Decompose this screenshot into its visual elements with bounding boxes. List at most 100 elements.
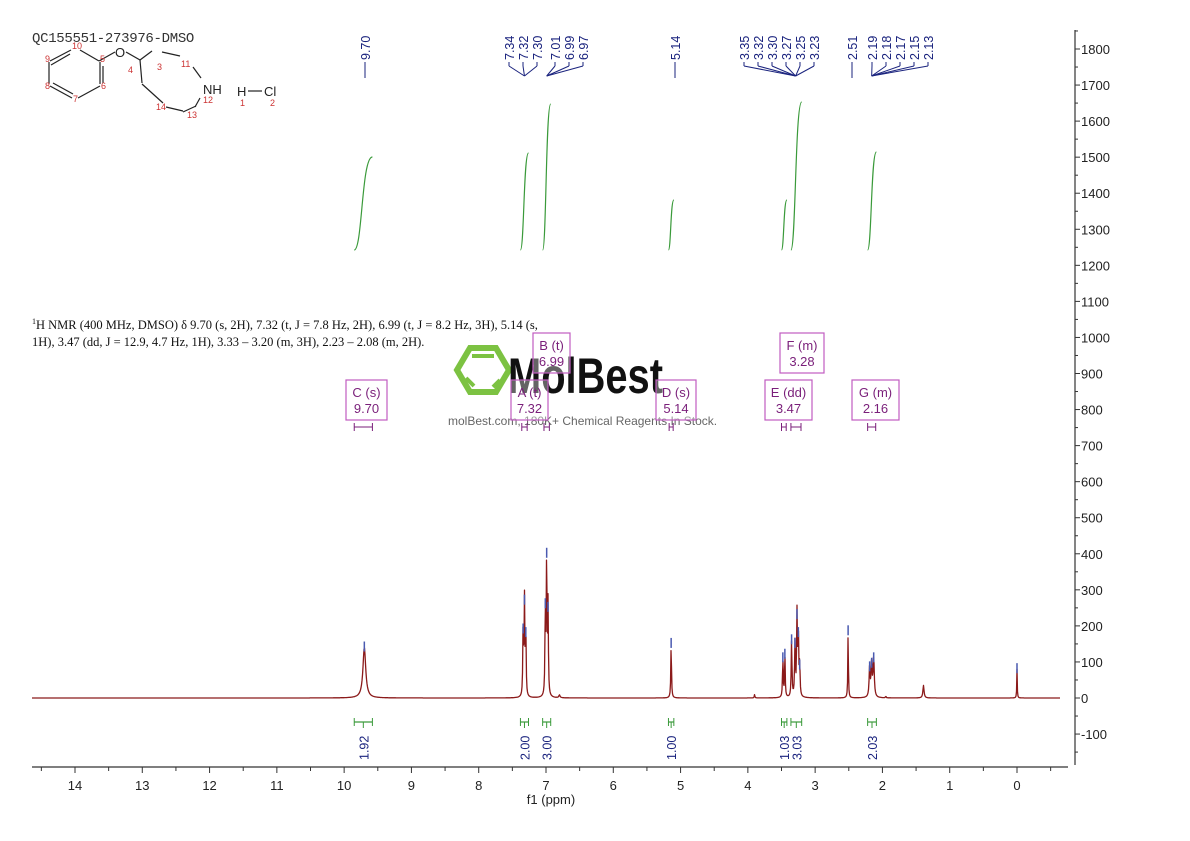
svg-text:9.70: 9.70 <box>354 401 379 416</box>
svg-text:3.30: 3.30 <box>766 36 780 60</box>
svg-text:2.51: 2.51 <box>846 36 860 60</box>
atom-oxygen: O <box>115 45 125 60</box>
integral-curve <box>780 199 788 251</box>
svg-text:2.00: 2.00 <box>518 736 532 760</box>
svg-text:7.32: 7.32 <box>517 401 542 416</box>
multiplet-range-bracket <box>867 423 877 431</box>
x-tick-label: 7 <box>542 778 549 793</box>
atom-label-9: 9 <box>45 54 50 64</box>
atom-label-14: 14 <box>156 102 166 112</box>
peak-label: 3.35 <box>738 36 796 77</box>
multiplet-range-bracket <box>790 423 802 431</box>
svg-text:6.97: 6.97 <box>577 36 591 60</box>
atom-label-4: 4 <box>128 65 133 75</box>
svg-text:5.14: 5.14 <box>663 401 688 416</box>
multiplet-box: A (t)7.32 <box>510 379 549 421</box>
peak-label: 2.51 <box>846 36 860 78</box>
x-tick-label: 1 <box>946 778 953 793</box>
x-tick-label: 10 <box>337 778 351 793</box>
x-tick-label: 3 <box>812 778 819 793</box>
integral-value-label: 2.03 <box>866 718 880 760</box>
atom-label-7: 7 <box>73 94 78 104</box>
svg-text:2.16: 2.16 <box>863 401 888 416</box>
structure-ring-bonds <box>141 51 197 113</box>
atom-label-8: 8 <box>45 81 50 91</box>
x-tick-label: 11 <box>270 778 284 793</box>
y-tick-label: 300 <box>1081 583 1103 598</box>
y-tick-label: 1000 <box>1081 330 1110 345</box>
multiplet-box: B (t)6.99 <box>532 332 571 374</box>
integral-value-label: 1.03 <box>778 718 792 760</box>
x-tick-label: 8 <box>475 778 482 793</box>
integral-curves <box>353 101 877 251</box>
multiplet-box: E (dd)3.47 <box>764 379 813 421</box>
multiplet-boxes: C (s)9.70 B (t)6.99 A (t)7.32 D (s)5.14 F (m… <box>345 332 900 431</box>
svg-text:7.34: 7.34 <box>503 36 517 60</box>
multiplet-range-bracket <box>521 423 528 431</box>
svg-text:3.32: 3.32 <box>752 36 766 60</box>
molbest-watermark: MolBest molBest.com, 180K+ Chemical Reag… <box>448 345 717 428</box>
svg-text:C (s): C (s) <box>352 385 380 400</box>
molbest-tagline: molBest.com, 180K+ Chemical Reagents In … <box>448 414 717 428</box>
multiplet-range-bracket <box>668 423 674 431</box>
integral-curve <box>667 199 675 251</box>
atom-label-2: 2 <box>270 98 275 108</box>
multiplet-box: C (s)9.70 <box>345 379 388 421</box>
nmr-description-line1: H NMR (400 MHz, DMSO) δ 9.70 (s, 2H), 7.… <box>36 318 538 333</box>
svg-text:B (t): B (t) <box>539 338 564 353</box>
y-tick-label: 1200 <box>1081 258 1110 273</box>
y-tick-label: 700 <box>1081 439 1103 454</box>
svg-text:2.18: 2.18 <box>880 36 894 60</box>
y-tick-label: 1500 <box>1081 150 1110 165</box>
integral-value-label: 1.00 <box>665 718 679 760</box>
svg-text:2.17: 2.17 <box>894 36 908 60</box>
nmr-isotope-superscript: 1 <box>32 317 36 326</box>
y-tick-label: 200 <box>1081 619 1103 634</box>
x-tick-label: 2 <box>879 778 886 793</box>
svg-text:3.03: 3.03 <box>790 736 804 760</box>
peak-label: 3.32 <box>752 36 796 77</box>
molbest-brand-text: MolBest <box>508 348 663 404</box>
multiplet-range-bracket <box>781 423 787 431</box>
peak-label: 3.30 <box>766 36 796 77</box>
svg-text:1.00: 1.00 <box>665 736 679 760</box>
peak-label: 7.30 <box>524 36 545 77</box>
peak-label: 2.17 <box>871 36 908 77</box>
nmr-description-line2: 1H), 3.47 (dd, J = 12.9, 4.7 Hz, 1H), 3.… <box>32 335 425 350</box>
svg-text:3.00: 3.00 <box>541 736 555 760</box>
integral-curve <box>867 151 877 251</box>
peak-label: 7.01 <box>546 36 563 77</box>
svg-text:9.70: 9.70 <box>359 36 373 60</box>
y-tick-label: 400 <box>1081 547 1103 562</box>
peak-label: 7.34 <box>503 36 525 77</box>
svg-text:3.47: 3.47 <box>776 401 801 416</box>
atom-label-11: 11 <box>181 59 190 69</box>
svg-text:7.30: 7.30 <box>531 36 545 60</box>
svg-text:2.19: 2.19 <box>866 36 880 60</box>
x-tick-label: 13 <box>135 778 149 793</box>
svg-text:6.99: 6.99 <box>563 36 577 60</box>
svg-text:D (s): D (s) <box>662 385 690 400</box>
peak-label: 9.70 <box>359 36 373 78</box>
atom-chlorine: Cl <box>264 84 276 99</box>
integral-value-label: 2.00 <box>518 718 532 760</box>
svg-text:3.23: 3.23 <box>808 36 822 60</box>
atom-label-10: 10 <box>72 41 82 51</box>
spectrum-line <box>31 559 1061 699</box>
integral-values: 1.92 2.00 3.00 1.00 1.033.03 2.03 <box>353 718 880 760</box>
integral-value-label: 1.92 <box>353 718 373 760</box>
svg-text:G (m): G (m) <box>859 385 892 400</box>
sample-id: QC155551-273976-DMSO <box>32 31 195 47</box>
svg-text:1.92: 1.92 <box>357 736 371 760</box>
x-tick-label: 9 <box>408 778 415 793</box>
peak-label: 3.23 <box>795 36 822 77</box>
atom-label-1: 1 <box>240 98 245 108</box>
y-tick-label: 1700 <box>1081 78 1110 93</box>
svg-text:F (m): F (m) <box>786 338 817 353</box>
y-tick-label: 800 <box>1081 403 1103 418</box>
svg-text:3.25: 3.25 <box>794 36 808 60</box>
y-tick-label: 0 <box>1081 691 1088 706</box>
integral-curve <box>790 101 803 251</box>
spectrum-trace <box>31 547 1061 699</box>
